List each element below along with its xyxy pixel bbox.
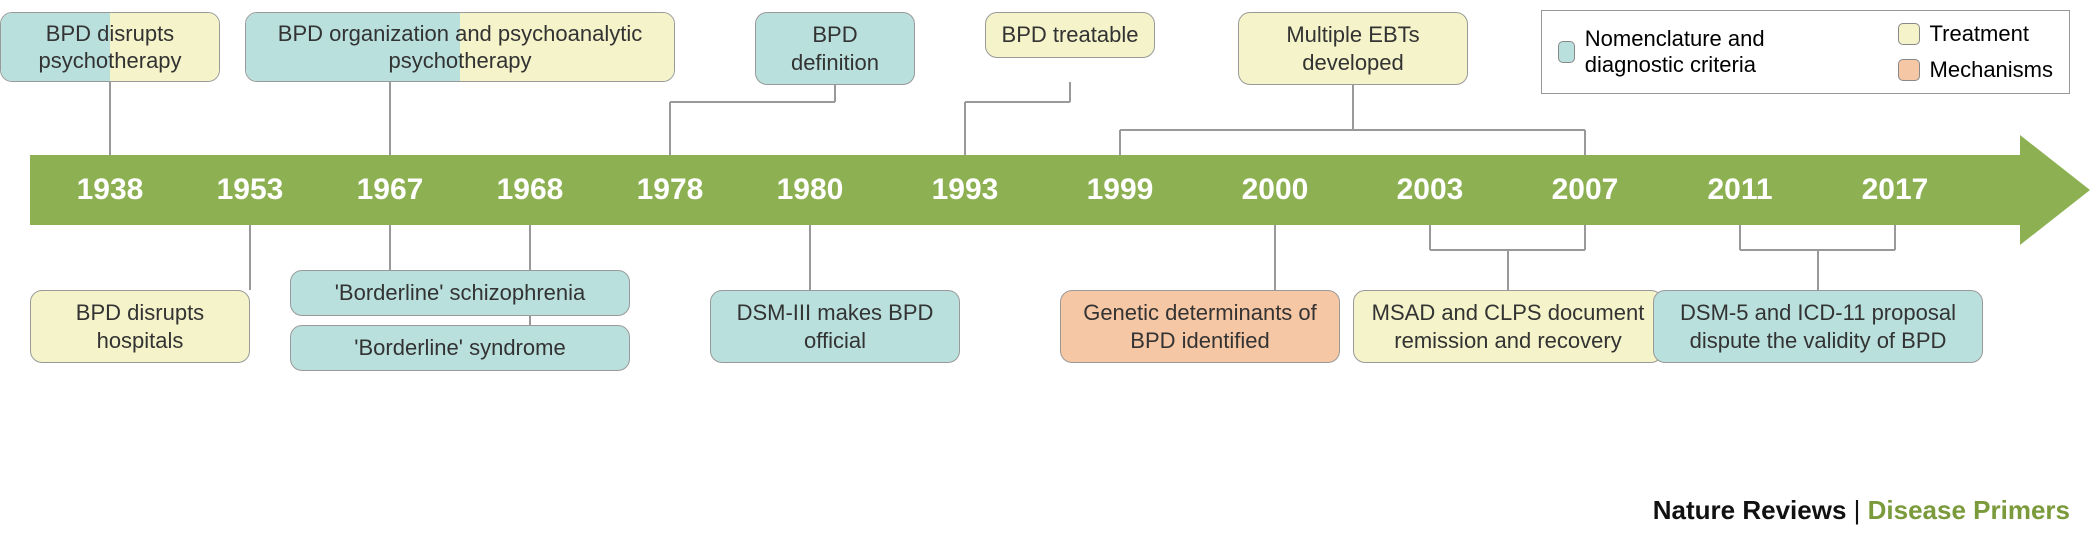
connector-line bbox=[965, 101, 1070, 103]
connector-line bbox=[249, 225, 251, 290]
multiple-ebts: Multiple EBTs developed bbox=[1238, 12, 1468, 85]
connector-line bbox=[1429, 225, 1431, 250]
year-label: 1968 bbox=[497, 155, 564, 225]
dsm3-official: DSM-III makes BPD official bbox=[710, 290, 960, 363]
connector-line bbox=[1817, 250, 1819, 290]
event-label: BPD organization and psychoanalytic psyc… bbox=[246, 13, 674, 81]
legend-label: Mechanisms bbox=[1930, 57, 2053, 83]
dsm5-icd11: DSM-5 and ICD-11 proposal dispute the va… bbox=[1653, 290, 1983, 363]
event-label: BPD disrupts psychotherapy bbox=[1, 13, 219, 81]
timeline-arrow-head bbox=[2020, 135, 2090, 245]
legend-swatch bbox=[1898, 59, 1920, 81]
connector-line bbox=[1352, 82, 1354, 130]
year-label: 2011 bbox=[1707, 155, 1772, 225]
connector-line bbox=[1069, 82, 1071, 102]
connector-line bbox=[834, 82, 836, 102]
msad-clps: MSAD and CLPS document remission and rec… bbox=[1353, 290, 1663, 363]
connector-line bbox=[1584, 225, 1586, 250]
connector-line bbox=[809, 225, 811, 290]
connector-line bbox=[669, 102, 671, 155]
connector-line bbox=[109, 82, 111, 155]
legend-box: Nomenclature and diagnostic criteria Trea… bbox=[1541, 10, 2070, 94]
year-label: 1967 bbox=[357, 155, 424, 225]
legend-swatch bbox=[1898, 23, 1920, 45]
connector-line bbox=[1739, 225, 1741, 250]
credit-right: Disease Primers bbox=[1868, 495, 2070, 525]
credit-sep: | bbox=[1846, 495, 1867, 525]
bpd-treatable: BPD treatable bbox=[985, 12, 1155, 58]
legend-item: Nomenclature and diagnostic criteria bbox=[1558, 21, 1858, 83]
connector-line bbox=[1119, 130, 1121, 155]
connector-line bbox=[1274, 225, 1276, 290]
year-label: 1938 bbox=[77, 155, 144, 225]
connector-line bbox=[1894, 225, 1896, 250]
legend-swatch bbox=[1558, 41, 1575, 63]
connector-line bbox=[964, 102, 966, 155]
legend-item: Treatment bbox=[1898, 21, 2053, 47]
connector-line bbox=[1584, 130, 1586, 155]
connector-line bbox=[389, 225, 391, 270]
year-label: 1978 bbox=[637, 155, 704, 225]
year-label: 2017 bbox=[1862, 155, 1929, 225]
year-label: 2007 bbox=[1552, 155, 1619, 225]
legend-label: Nomenclature and diagnostic criteria bbox=[1585, 26, 1858, 78]
connector-line bbox=[1507, 250, 1509, 290]
timeline-diagram: 1938 1953 1967 1968 1978 1980 1993 1999 2000 2003… bbox=[0, 0, 2100, 538]
borderline-syndrome: 'Borderline' syndrome bbox=[290, 325, 630, 371]
bpd-disrupts-psychotherapy: BPD disrupts psychotherapy bbox=[0, 12, 220, 82]
credit-left: Nature Reviews bbox=[1653, 495, 1847, 525]
year-label: 1953 bbox=[217, 155, 284, 225]
year-label: 2000 bbox=[1242, 155, 1309, 225]
year-label: 2003 bbox=[1397, 155, 1464, 225]
credit-line: Nature Reviews | Disease Primers bbox=[1653, 495, 2070, 526]
bpd-definition: BPD definition bbox=[755, 12, 915, 85]
year-label: 1999 bbox=[1087, 155, 1154, 225]
bpd-org-psychoanalytic: BPD organization and psychoanalytic psyc… bbox=[245, 12, 675, 82]
year-label: 1980 bbox=[777, 155, 844, 225]
bpd-disrupts-hospitals: BPD disrupts hospitals bbox=[30, 290, 250, 363]
connector-line bbox=[389, 82, 391, 155]
genetic-determinants: Genetic determinants of BPD identified bbox=[1060, 290, 1340, 363]
year-label: 1993 bbox=[932, 155, 999, 225]
borderline-schizophrenia: 'Borderline' schizophrenia bbox=[290, 270, 630, 316]
connector-line bbox=[670, 101, 835, 103]
legend-item: Mechanisms bbox=[1898, 57, 2053, 83]
legend-label: Treatment bbox=[1930, 21, 2029, 47]
